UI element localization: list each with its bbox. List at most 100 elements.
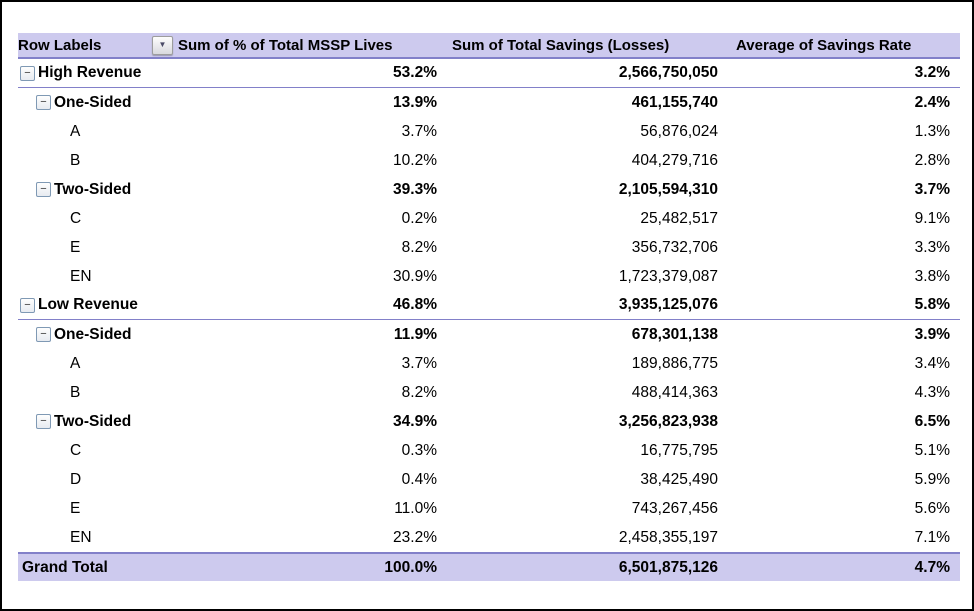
row-labels-filter-button[interactable]: ▼ — [152, 35, 173, 55]
cell-savings-rate: 5.9% — [914, 470, 950, 488]
pivot-header-row: Row Labels ▼ Sum of % of Total MSSP Live… — [18, 33, 960, 59]
cell-savings-rate: 2.4% — [914, 93, 950, 111]
row-label: One-Sided — [54, 325, 132, 343]
row-label: One-Sided — [54, 93, 132, 111]
collapse-minus-icon[interactable]: − — [36, 95, 51, 110]
row-label-cell: A — [18, 123, 176, 141]
row-label: E — [70, 238, 81, 256]
row-label: Two-Sided — [54, 180, 132, 198]
row-label-cell: E — [18, 500, 176, 518]
row-label: A — [70, 354, 81, 372]
cell-total-savings: 678,301,138 — [631, 325, 718, 343]
pivot-row: D 0.4% 38,425,490 5.9% — [18, 465, 960, 494]
cell-total-savings: 488,414,363 — [631, 383, 718, 401]
cell-total-savings: 2,105,594,310 — [618, 180, 718, 198]
cell-savings-rate: 2.8% — [914, 151, 950, 169]
cell-pct-total-mssp-lives: 0.3% — [401, 441, 437, 459]
pivot-rows: − High Revenue 53.2% 2,566,750,050 3.2% … — [18, 59, 960, 581]
pivot-row: B 8.2% 488,414,363 4.3% — [18, 378, 960, 407]
cell-savings-rate: 1.3% — [914, 122, 950, 140]
cell-total-savings: 3,256,823,938 — [618, 412, 718, 430]
cell-savings-rate: 3.9% — [914, 325, 950, 343]
cell-pct-total-mssp-lives: 34.9% — [393, 412, 437, 430]
cell-savings-rate: 7.1% — [914, 528, 950, 546]
cell-pct-total-mssp-lives: 11.0% — [394, 499, 437, 517]
collapse-minus-icon[interactable]: − — [36, 414, 51, 429]
cell-pct-total-mssp-lives: 23.2% — [393, 528, 437, 546]
pivot-row: E 11.0% 743,267,456 5.6% — [18, 494, 960, 523]
row-label: EN — [70, 528, 92, 546]
cell-savings-rate: 3.2% — [914, 64, 950, 81]
cell-savings-rate: 3.4% — [914, 354, 950, 372]
collapse-minus-icon[interactable]: − — [20, 65, 35, 81]
row-label: High Revenue — [38, 64, 142, 81]
header-cell-savings: Sum of Total Savings (Losses) — [452, 36, 670, 54]
pivot-row: Grand Total 100.0% 6,501,875,126 4.7% — [18, 552, 960, 581]
row-label-cell: C — [18, 442, 176, 460]
pivot-row: EN 23.2% 2,458,355,197 7.1% — [18, 523, 960, 552]
collapse-minus-icon[interactable]: − — [36, 182, 51, 197]
pivot-row: A 3.7% 56,876,024 1.3% — [18, 117, 960, 146]
cell-total-savings: 404,279,716 — [631, 151, 718, 169]
cell-total-savings: 3,935,125,076 — [618, 296, 718, 313]
row-label-cell: A — [18, 355, 176, 373]
cell-savings-rate: 3.8% — [914, 267, 950, 285]
cell-savings-rate: 5.8% — [914, 296, 950, 313]
cell-savings-rate: 9.1% — [914, 209, 950, 227]
cell-total-savings: 2,458,355,197 — [618, 528, 718, 546]
row-label-cell: − Low Revenue — [18, 296, 176, 314]
cell-pct-total-mssp-lives: 3.7% — [401, 122, 437, 140]
row-label-cell: − One-Sided — [18, 94, 176, 112]
pivot-row: − Two-Sided 34.9% 3,256,823,938 6.5% — [18, 407, 960, 436]
pivot-row: − One-Sided 11.9% 678,301,138 3.9% — [18, 320, 960, 349]
cell-pct-total-mssp-lives: 13.9% — [393, 93, 437, 111]
collapse-minus-icon[interactable]: − — [20, 297, 35, 313]
cell-pct-total-mssp-lives: 11.9% — [393, 325, 437, 343]
row-label: C — [70, 441, 82, 459]
pivot-row: A 3.7% 189,886,775 3.4% — [18, 349, 960, 378]
row-label: C — [70, 209, 82, 227]
cell-savings-rate: 6.5% — [914, 412, 950, 430]
row-label-cell: B — [18, 152, 176, 170]
cell-total-savings: 189,886,775 — [631, 354, 718, 372]
cell-total-savings: 2,566,750,050 — [618, 64, 718, 81]
pivot-row: EN 30.9% 1,723,379,087 3.8% — [18, 262, 960, 291]
row-labels-header-text: Row Labels — [18, 36, 102, 54]
cell-savings-rate: 5.6% — [914, 499, 950, 517]
cell-pct-total-mssp-lives: 30.9% — [393, 267, 437, 285]
row-label-cell: EN — [18, 529, 176, 547]
cell-total-savings: 56,876,024 — [640, 122, 718, 140]
header-cell-row-labels: Row Labels ▼ — [18, 35, 176, 55]
row-label: A — [70, 122, 81, 140]
cell-total-savings: 461,155,740 — [631, 93, 718, 111]
cell-pct-total-mssp-lives: 0.4% — [401, 470, 437, 488]
cell-total-savings: 743,267,456 — [631, 499, 718, 517]
cell-pct-total-mssp-lives: 0.2% — [401, 209, 437, 227]
row-label: Two-Sided — [54, 412, 132, 430]
cell-savings-rate: 4.7% — [914, 558, 950, 576]
pivot-row: − High Revenue 53.2% 2,566,750,050 3.2% — [18, 59, 960, 88]
pivot-row: − Two-Sided 39.3% 2,105,594,310 3.7% — [18, 175, 960, 204]
row-label: EN — [70, 267, 92, 285]
pivot-row: C 0.2% 25,482,517 9.1% — [18, 204, 960, 233]
pivot-row: C 0.3% 16,775,795 5.1% — [18, 436, 960, 465]
row-label-cell: − High Revenue — [18, 64, 176, 82]
row-label-cell: − Two-Sided — [18, 413, 176, 431]
pivot-row: B 10.2% 404,279,716 2.8% — [18, 146, 960, 175]
cell-total-savings: 356,732,706 — [631, 238, 718, 256]
row-label: E — [70, 499, 81, 517]
row-label: Low Revenue — [38, 296, 138, 313]
cell-savings-rate: 5.1% — [914, 441, 950, 459]
row-label: Grand Total — [22, 558, 108, 576]
cell-total-savings: 25,482,517 — [640, 209, 718, 227]
cell-pct-total-mssp-lives: 8.2% — [401, 383, 437, 401]
row-label-cell: D — [18, 471, 176, 489]
header-cell-lives: Sum of % of Total MSSP Lives — [178, 36, 393, 54]
cell-pct-total-mssp-lives: 46.8% — [393, 296, 437, 313]
pivot-table: Row Labels ▼ Sum of % of Total MSSP Live… — [18, 33, 960, 581]
row-label-cell: − Two-Sided — [18, 181, 176, 199]
collapse-minus-icon[interactable]: − — [36, 327, 51, 342]
cell-pct-total-mssp-lives: 10.2% — [393, 151, 437, 169]
pivot-row: E 8.2% 356,732,706 3.3% — [18, 233, 960, 262]
